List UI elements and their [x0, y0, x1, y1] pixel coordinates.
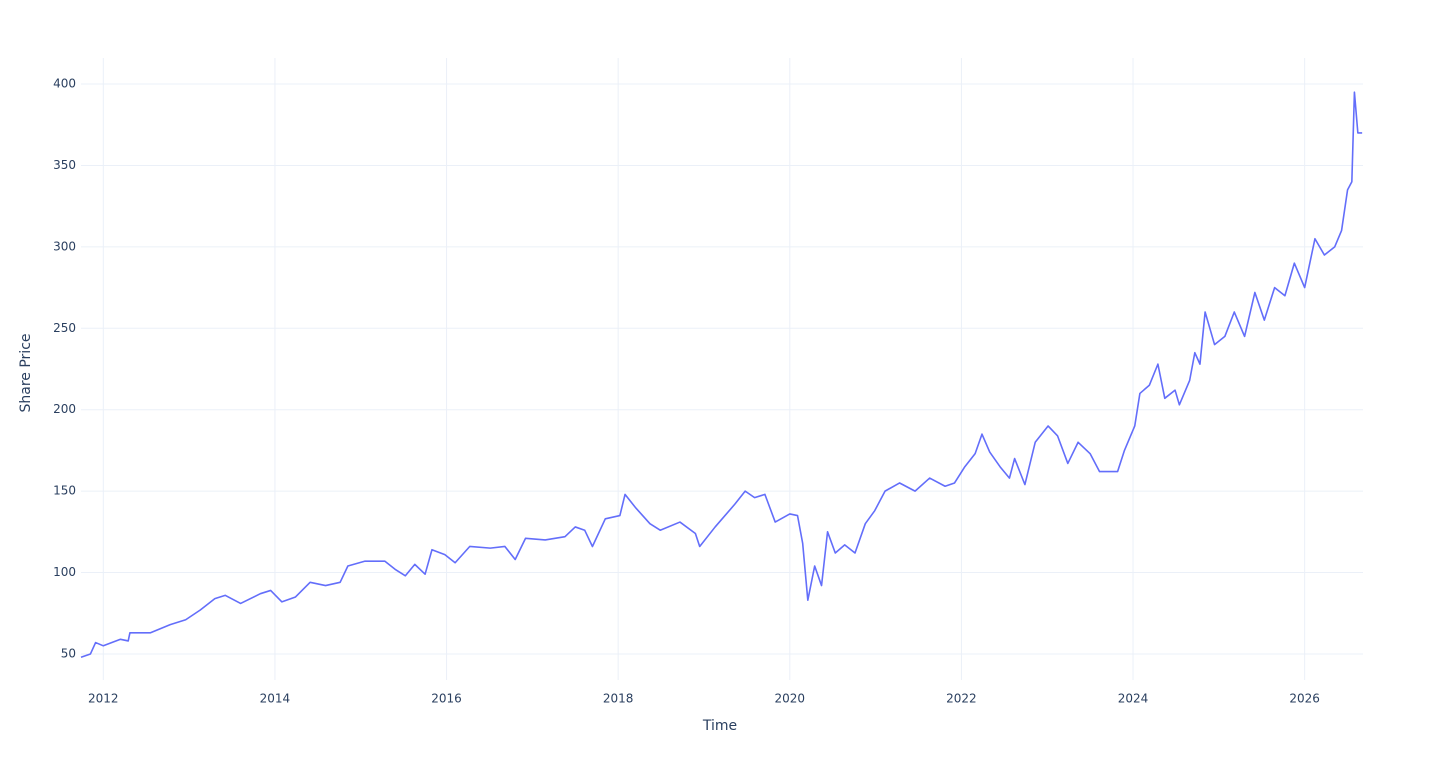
y-tick-label: 100: [53, 565, 76, 579]
x-tick-label: 2020: [775, 692, 806, 706]
y-tick-label: 200: [53, 402, 76, 416]
price-line: [80, 91, 1363, 658]
x-tick-label: 2012: [88, 692, 119, 706]
y-tick-label: 300: [53, 239, 76, 253]
y-tick-label: 350: [53, 158, 76, 172]
x-tick-label: 2026: [1289, 692, 1320, 706]
x-tick-label: 2024: [1118, 692, 1149, 706]
y-axis-title: Share Price: [18, 333, 34, 412]
x-tick-label: 2014: [260, 692, 291, 706]
x-axis-title: Time: [702, 718, 737, 734]
x-tick-label: 2016: [431, 692, 462, 706]
y-tick-label: 50: [61, 646, 76, 660]
y-tick-label: 400: [53, 77, 76, 91]
y-tick-label: 250: [53, 321, 76, 335]
x-tick-label: 2018: [603, 692, 634, 706]
x-tick-label: 2022: [946, 692, 977, 706]
y-tick-label: 150: [53, 484, 76, 498]
